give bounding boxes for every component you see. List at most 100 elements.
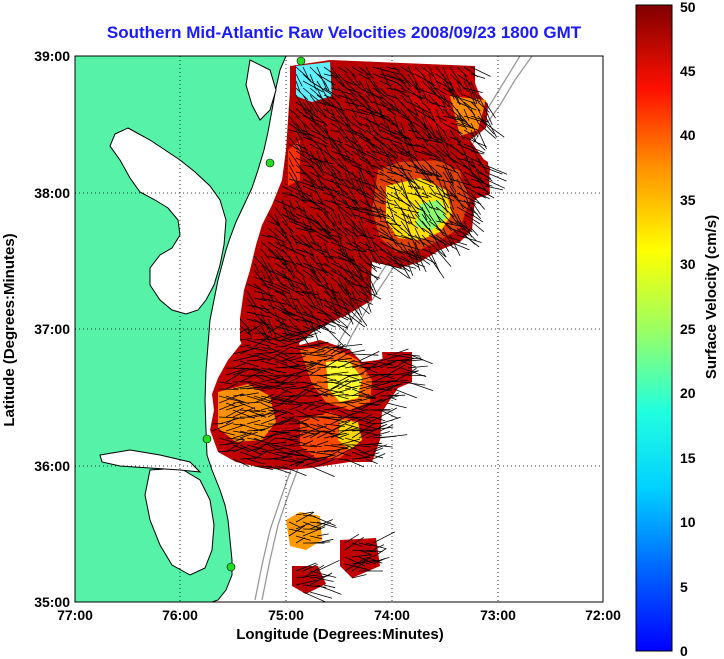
velocity-arrow xyxy=(414,255,421,271)
velocity-arrow xyxy=(330,413,354,425)
velocity-arrow xyxy=(274,409,286,414)
velocity-arrow xyxy=(442,227,454,249)
velocity-arrow xyxy=(358,290,369,297)
velocity-arrow xyxy=(449,213,459,225)
velocity-arrow xyxy=(309,399,323,404)
velocity-arrow xyxy=(295,430,315,435)
velocity-arrow xyxy=(414,157,432,182)
velocity-arrow xyxy=(295,454,315,467)
velocity-arrow xyxy=(330,365,346,369)
velocity-arrow xyxy=(463,227,477,242)
velocity-arrow xyxy=(435,220,463,227)
velocity-arrow xyxy=(449,227,470,236)
velocity-arrow xyxy=(302,276,308,290)
y-axis-label: Latitude (Degrees:Minutes) xyxy=(1,233,18,426)
velocity-arrow xyxy=(379,87,389,97)
velocity-arrow xyxy=(309,387,325,390)
velocity-arrow xyxy=(260,420,286,432)
velocity-arrow xyxy=(309,591,333,599)
velocity-arrow xyxy=(442,73,455,100)
velocity-arrow xyxy=(477,192,490,200)
velocity-arrow xyxy=(421,241,432,249)
velocity-arrow xyxy=(428,213,445,237)
velocity-arrow xyxy=(323,115,338,123)
velocity-arrow xyxy=(267,333,295,341)
velocity-arrow xyxy=(246,353,271,361)
velocity-arrow xyxy=(225,417,237,425)
velocity-arrow xyxy=(449,185,465,210)
velocity-arrow xyxy=(351,444,372,448)
velocity-arrow xyxy=(344,558,366,572)
velocity-arrow xyxy=(302,66,310,81)
velocity-arrow xyxy=(386,136,405,157)
velocity-arrow xyxy=(351,451,365,457)
velocity-arrow xyxy=(470,115,488,123)
velocity-arrow xyxy=(309,262,319,280)
velocity-arrow xyxy=(344,445,357,453)
velocity-arrow xyxy=(463,108,470,121)
velocity-arrow xyxy=(365,395,376,400)
velocity-arrow xyxy=(337,417,356,425)
velocity-arrow xyxy=(330,248,354,262)
velocity-arrow xyxy=(407,164,432,174)
velocity-arrow xyxy=(414,129,429,143)
velocity-arrow xyxy=(302,185,317,193)
velocity-arrow xyxy=(407,108,419,117)
velocity-arrow xyxy=(344,533,360,544)
velocity-arrow xyxy=(414,87,437,96)
velocity-arrow xyxy=(316,241,330,264)
velocity-arrow xyxy=(274,290,287,297)
velocity-arrow xyxy=(365,192,375,199)
velocity-arrow xyxy=(358,220,367,238)
velocity-arrow xyxy=(316,357,334,362)
velocity-arrow xyxy=(344,115,354,134)
velocity-arrow xyxy=(253,335,271,348)
velocity-arrow xyxy=(442,241,450,253)
velocity-arrow xyxy=(428,115,446,133)
velocity-arrow xyxy=(407,262,414,276)
velocity-arrow xyxy=(274,318,290,328)
velocity-arrow xyxy=(274,304,296,317)
velocity-arrow xyxy=(295,537,306,544)
velocity-arrow xyxy=(344,241,360,250)
velocity-arrow xyxy=(407,359,424,362)
velocity-arrow xyxy=(288,346,309,352)
velocity-arrow xyxy=(372,143,382,151)
velocity-arrow xyxy=(407,143,420,147)
velocity-arrow xyxy=(316,206,328,216)
velocity-arrow xyxy=(351,80,361,89)
velocity-arrow xyxy=(435,157,456,170)
y-tick-label: 38:00 xyxy=(34,185,70,201)
velocity-arrow xyxy=(442,136,450,150)
velocity-arrow xyxy=(281,338,307,348)
velocity-arrow xyxy=(337,433,350,439)
velocity-arrow xyxy=(351,73,361,87)
velocity-arrow xyxy=(253,311,271,331)
velocity-arrow xyxy=(344,164,354,185)
velocity-arrow xyxy=(407,150,419,174)
velocity-arrow xyxy=(302,241,324,256)
albemarle-sound xyxy=(99,449,202,473)
velocity-arrow xyxy=(246,297,256,311)
velocity-arrow xyxy=(281,220,295,234)
velocity-arrow xyxy=(407,129,420,133)
velocity-arrow xyxy=(330,283,338,303)
velocity-arrow xyxy=(323,129,341,152)
x-tick-label: 74:00 xyxy=(374,607,410,623)
velocity-arrow xyxy=(302,311,322,321)
velocity-arrow xyxy=(302,388,328,397)
velocity-arrow xyxy=(281,262,292,273)
velocity-arrow xyxy=(309,171,320,179)
velocity-arrow xyxy=(372,248,384,265)
velocity-arrow xyxy=(316,385,340,397)
velocity-arrow xyxy=(421,157,443,178)
colorbar-ticks: 0 5 10 15 20 25 30 35 40 45 50 xyxy=(680,0,696,659)
velocity-arrow xyxy=(288,150,305,174)
velocity-arrow xyxy=(386,87,407,93)
velocity-arrow xyxy=(372,387,393,397)
velocity-arrow xyxy=(414,213,428,229)
velocity-arrow xyxy=(351,574,367,579)
velocity-arrow xyxy=(393,348,409,355)
velocity-arrow xyxy=(470,108,479,124)
velocity-arrow xyxy=(337,374,352,383)
